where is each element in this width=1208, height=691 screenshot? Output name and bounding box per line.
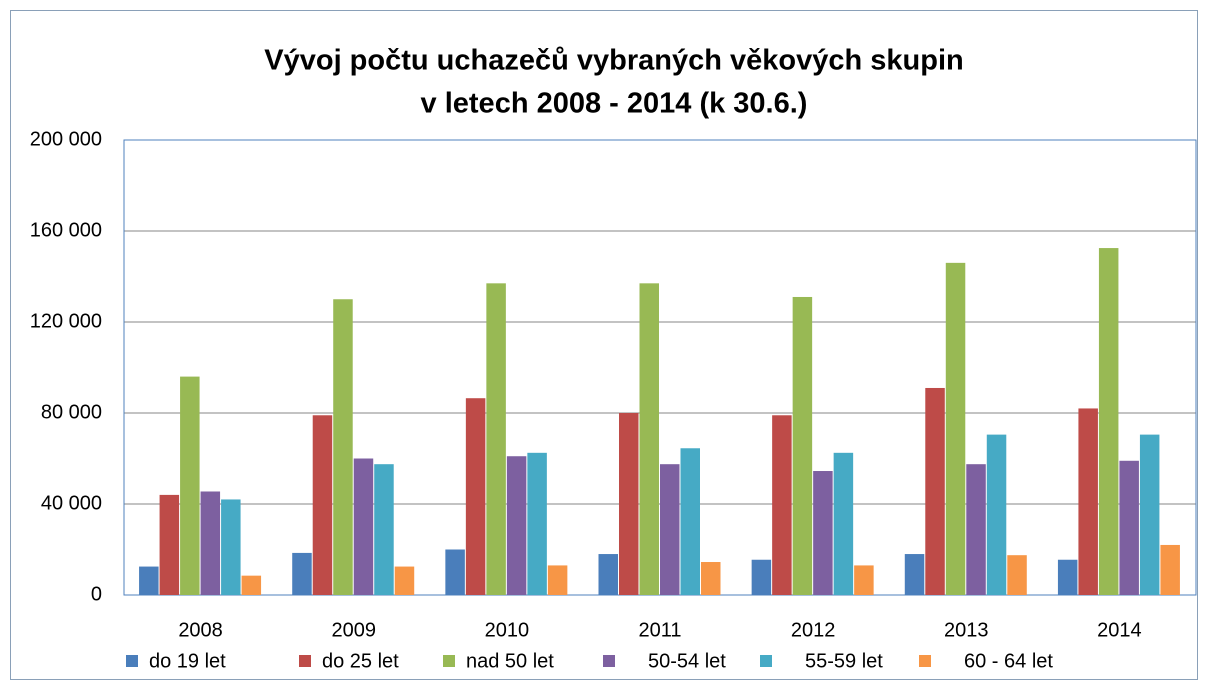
bar bbox=[1139, 434, 1160, 595]
bar bbox=[1057, 559, 1078, 595]
bar bbox=[751, 559, 772, 595]
bar bbox=[486, 283, 506, 595]
legend-marker bbox=[919, 655, 931, 667]
y-tick-label: 120 000 bbox=[30, 310, 102, 332]
bar bbox=[292, 552, 312, 595]
bar bbox=[506, 456, 527, 595]
bar bbox=[527, 452, 547, 595]
legend-marker bbox=[299, 655, 311, 667]
legend-label: 50-54 let bbox=[648, 650, 726, 672]
x-tick-label: 2008 bbox=[178, 619, 223, 641]
bar bbox=[374, 464, 394, 595]
x-tick-label: 2014 bbox=[1097, 619, 1142, 641]
bar bbox=[904, 554, 925, 595]
legend-label: 55-59 let bbox=[805, 650, 883, 672]
y-tick-label: 200 000 bbox=[30, 128, 102, 150]
legend-marker bbox=[443, 655, 455, 667]
bar bbox=[986, 434, 1007, 595]
bar bbox=[639, 283, 659, 595]
bar bbox=[1098, 248, 1119, 595]
y-tick-label: 160 000 bbox=[30, 219, 102, 241]
bar bbox=[241, 575, 262, 595]
legend-label: nad 50 let bbox=[466, 650, 554, 672]
bar bbox=[180, 376, 200, 595]
bar bbox=[445, 549, 465, 595]
legend-label: 60 - 64 let bbox=[964, 650, 1053, 672]
bar bbox=[925, 387, 945, 595]
bar bbox=[1119, 460, 1139, 595]
bar bbox=[945, 262, 966, 595]
y-tick-label: 40 000 bbox=[41, 492, 102, 514]
bar bbox=[619, 413, 639, 595]
bar bbox=[1007, 555, 1027, 595]
bar bbox=[598, 554, 618, 595]
bar bbox=[465, 398, 486, 595]
y-tick-label: 80 000 bbox=[41, 401, 102, 423]
chart-title: Vývoj počtu uchazečů vybraných věkových … bbox=[264, 45, 963, 77]
bar bbox=[139, 566, 159, 595]
x-tick-label: 2009 bbox=[331, 619, 376, 641]
legend-marker bbox=[126, 655, 138, 667]
bar bbox=[353, 458, 374, 595]
bar bbox=[312, 415, 333, 595]
legend-label: do 19 let bbox=[149, 650, 226, 672]
bar bbox=[221, 499, 241, 595]
bar bbox=[966, 464, 986, 595]
bar bbox=[813, 471, 833, 595]
bar bbox=[792, 296, 813, 595]
bar bbox=[772, 415, 792, 595]
bar bbox=[394, 566, 415, 595]
bar bbox=[1078, 408, 1098, 595]
bar bbox=[680, 448, 700, 595]
legend-marker bbox=[603, 655, 615, 667]
legend-marker bbox=[760, 655, 772, 667]
bar bbox=[333, 299, 353, 595]
x-tick-label: 2012 bbox=[791, 619, 836, 641]
y-tick-label: 0 bbox=[91, 583, 102, 605]
bar bbox=[701, 562, 721, 595]
bar bbox=[159, 494, 180, 595]
bar bbox=[200, 491, 221, 595]
x-tick-label: 2013 bbox=[944, 619, 989, 641]
bar bbox=[660, 464, 680, 595]
bar bbox=[854, 565, 874, 595]
bar bbox=[1160, 544, 1180, 595]
chart-title: v letech 2008 - 2014 (k 30.6.) bbox=[421, 88, 808, 120]
x-tick-label: 2010 bbox=[485, 619, 530, 641]
legend-label: do 25 let bbox=[322, 650, 399, 672]
x-tick-label: 2011 bbox=[638, 619, 681, 641]
bar bbox=[547, 565, 568, 595]
bar bbox=[833, 452, 854, 595]
